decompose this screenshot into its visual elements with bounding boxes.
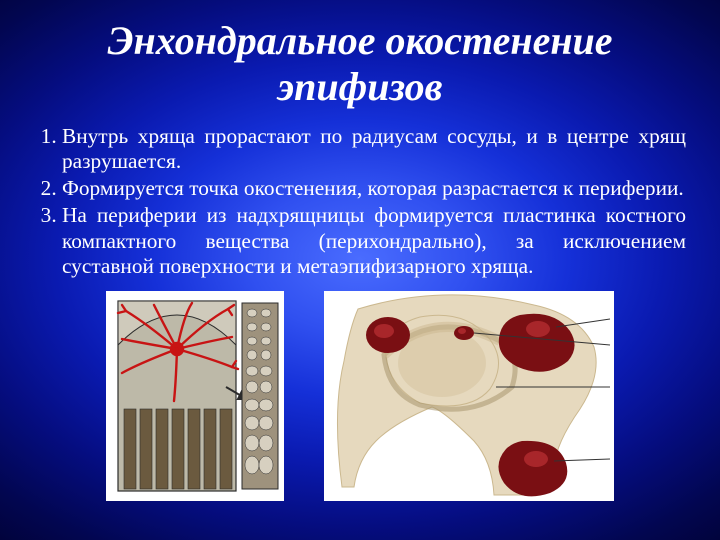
figure-row [34, 291, 686, 501]
bullet-list: Внутрь хряща прорастают по радиусам сосу… [34, 124, 686, 279]
list-item: На периферии из надхрящницы формируется … [62, 203, 686, 278]
epiphysis-vessels-diagram-icon [106, 291, 284, 501]
figure-left-frame [106, 291, 284, 501]
joint-ossification-section-icon [324, 291, 614, 501]
list-item: Формируется точка окостенения, которая р… [62, 176, 686, 201]
slide-title: Энхондральное окостенение эпифизов [34, 18, 686, 110]
slide: Энхондральное окостенение эпифизов Внутр… [0, 0, 720, 540]
figure-right-frame [324, 291, 614, 501]
slide-content: Энхондральное окостенение эпифизов Внутр… [34, 18, 686, 501]
list-item: Внутрь хряща прорастают по радиусам сосу… [62, 124, 686, 174]
